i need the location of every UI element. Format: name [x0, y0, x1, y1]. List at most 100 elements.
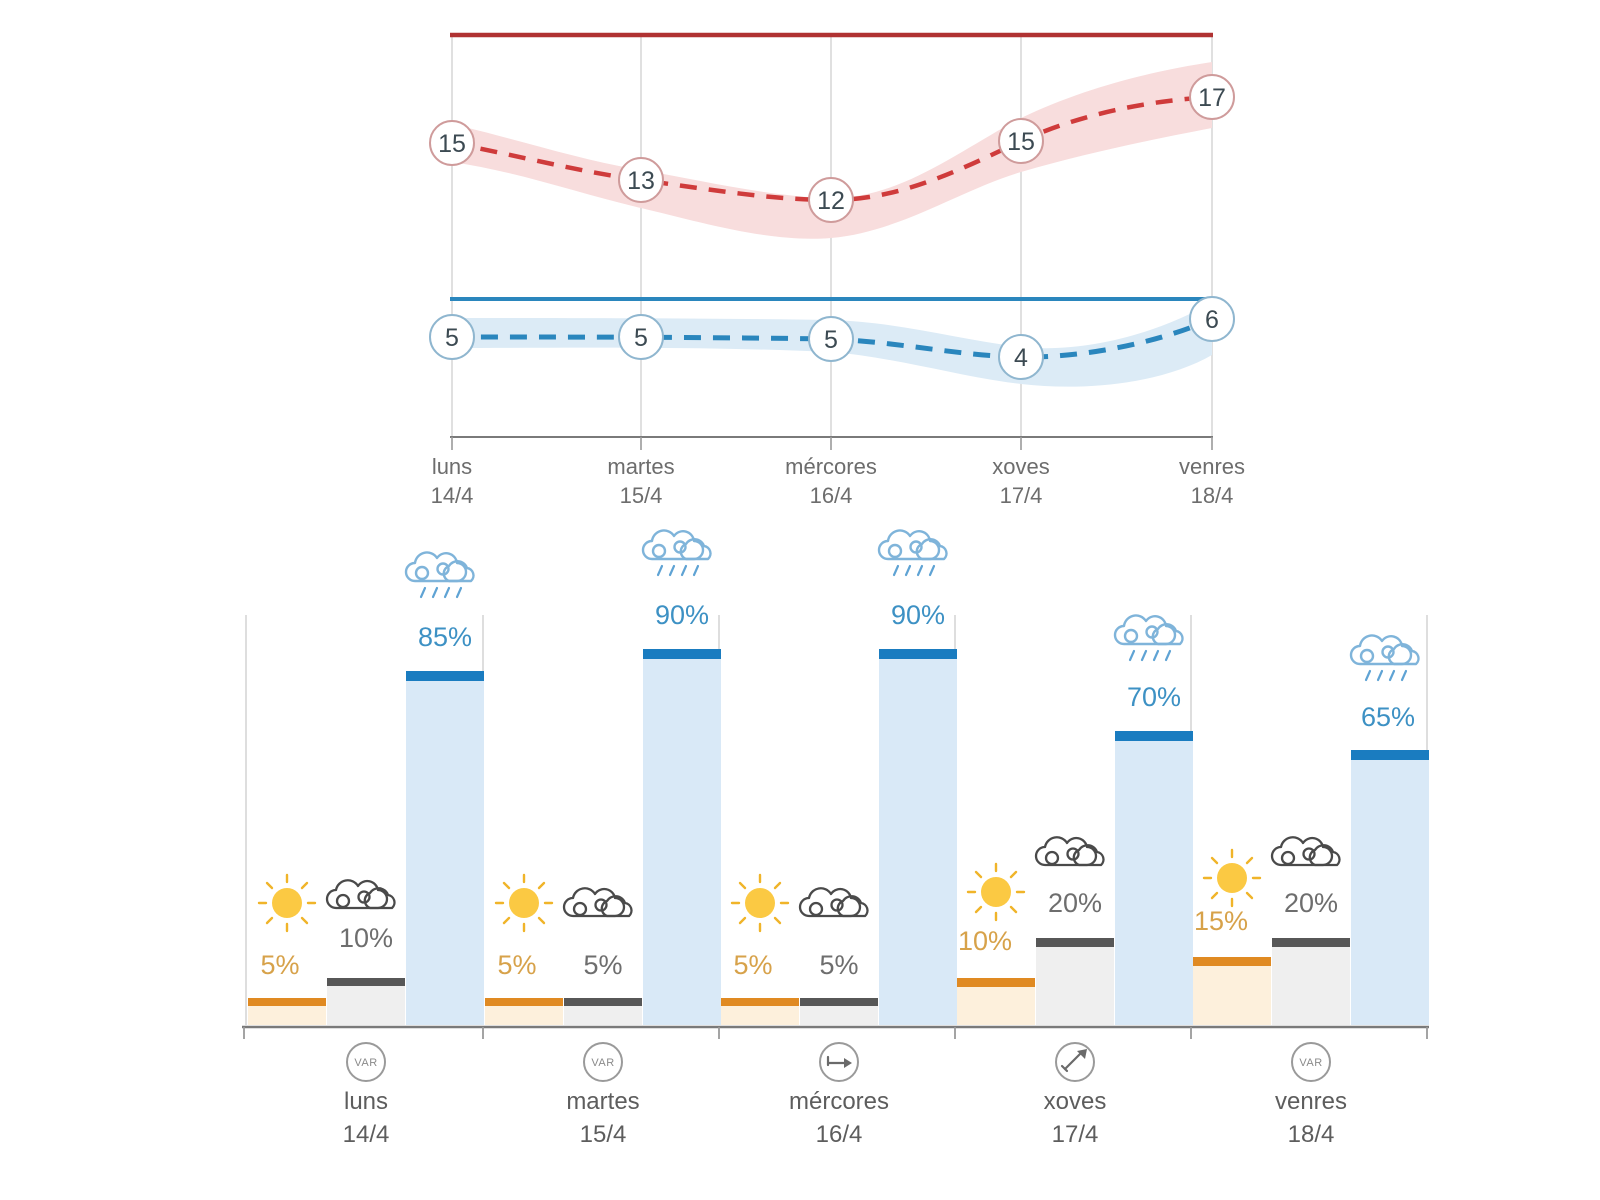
sky-chart-svg: 5% 10% 85%: [242, 529, 1429, 1083]
sky-bar-rain[interactable]: [643, 649, 721, 1025]
temperature-axis-label-martes: martes 15/4: [541, 452, 741, 510]
cloud-icon: [562, 887, 633, 918]
sky-probability-chart: 5% 10% 85%: [0, 520, 1600, 1200]
sky-bar-cloud[interactable]: [800, 998, 878, 1025]
sky-day-date: 16/4: [815, 1121, 863, 1148]
temperature-max-marker[interactable]: 17: [1189, 74, 1235, 120]
temperature-min-value: 5: [634, 324, 648, 352]
sky-day-name: martes: [566, 1088, 640, 1115]
temperature-min-value: 5: [824, 326, 838, 354]
sky-day-name: mércores: [788, 1088, 890, 1115]
sky-bar-cloud[interactable]: [327, 978, 405, 1025]
sky-bar-sun[interactable]: [957, 978, 1035, 1025]
axis-day-date: 14/4: [430, 483, 474, 508]
sky-bar-rain[interactable]: [1351, 750, 1429, 1025]
axis-day-name: martes: [607, 454, 675, 479]
sky-day-group-luns: 5% 10% 85%: [248, 551, 484, 1025]
sky-bar-sun[interactable]: [248, 998, 326, 1025]
sky-day-name: luns: [343, 1088, 389, 1115]
sky-bar-cloud[interactable]: [1272, 938, 1350, 1025]
sky-day-group-venres: 15% 20% 65%: [1193, 634, 1429, 1025]
sky-rain-pct-luns: 85%: [418, 622, 472, 652]
temperature-min-line: [451, 316, 1214, 360]
temperature-max-marker[interactable]: 15: [998, 118, 1044, 164]
sky-chart-axis: [242, 1025, 1429, 1039]
sky-day-date: 15/4: [579, 1121, 627, 1148]
sky-bar-rain[interactable]: [1115, 731, 1193, 1025]
sky-day-date: 18/4: [1287, 1121, 1335, 1148]
temperature-max-value: 15: [438, 130, 466, 158]
axis-day-name: xoves: [992, 454, 1050, 479]
sky-bar-sun[interactable]: [1193, 957, 1271, 1025]
temperature-min-marker[interactable]: 4: [998, 334, 1044, 380]
temperature-axis-label-venres: venres 18/4: [1112, 452, 1312, 510]
sky-axis-label-venres: venres 18/4: [1211, 1085, 1411, 1151]
sun-icon: [730, 873, 790, 933]
rain-cloud-icon: [404, 551, 475, 599]
temperature-axis: [450, 436, 1213, 450]
temperature-max-marker[interactable]: 15: [429, 120, 475, 166]
sky-rain-pct-venres: 65%: [1361, 702, 1415, 732]
sky-bar-sun[interactable]: [721, 998, 799, 1025]
sky-axis-label-xoves: xoves 17/4: [975, 1085, 1175, 1151]
sky-day-date: 17/4: [1051, 1121, 1099, 1148]
temperature-max-value: 13: [627, 167, 655, 195]
temperature-max-marker[interactable]: 13: [618, 157, 664, 203]
sky-cloud-pct-luns: 10%: [339, 923, 393, 953]
sky-bar-rain[interactable]: [406, 671, 484, 1025]
sky-sun-pct-luns: 5%: [260, 950, 299, 980]
rain-cloud-icon: [1113, 614, 1184, 662]
axis-day-name: venres: [1178, 454, 1246, 479]
wind-variable-icon-luns[interactable]: VAR: [346, 1042, 386, 1082]
temperature-max-value: 15: [1007, 128, 1035, 156]
temperature-min-value: 6: [1205, 306, 1219, 334]
wind-arrow-northeast-icon-xoves[interactable]: [1054, 1041, 1096, 1083]
wind-label-luns: VAR: [354, 1057, 377, 1069]
axis-day-date: 18/4: [1190, 483, 1234, 508]
axis-day-name: luns: [431, 454, 473, 479]
sky-bar-cloud[interactable]: [1036, 938, 1114, 1025]
sky-sun-pct-venres: 15%: [1194, 906, 1248, 936]
sky-axis-label-luns: luns 14/4: [266, 1085, 466, 1151]
temperature-min-value: 4: [1014, 344, 1028, 372]
wind-label-martes: VAR: [591, 1057, 614, 1069]
sky-rain-pct-martes: 90%: [655, 600, 709, 630]
temperature-min-marker[interactable]: 5: [808, 316, 854, 362]
temperature-max-value: 12: [817, 187, 845, 215]
sky-rain-pct-xoves: 70%: [1127, 682, 1181, 712]
sky-sun-pct-mercores: 5%: [733, 950, 772, 980]
sky-bar-cloud[interactable]: [564, 998, 642, 1025]
cloud-icon: [325, 879, 396, 910]
sky-axis-label-mercores: mércores 16/4: [739, 1085, 939, 1151]
rain-cloud-icon: [641, 529, 712, 577]
temperature-min-marker[interactable]: 5: [618, 314, 664, 360]
wind-variable-icon-venres[interactable]: VAR: [1291, 1042, 1331, 1082]
sky-day-group-martes: 5% 5% 90%: [485, 529, 721, 1025]
rain-cloud-icon: [1349, 634, 1420, 682]
wind-label-venres: VAR: [1299, 1057, 1322, 1069]
sky-day-name: venres: [1274, 1088, 1348, 1115]
temperature-min-marker[interactable]: 6: [1189, 296, 1235, 342]
sun-icon: [1202, 848, 1262, 908]
temperature-min-marker[interactable]: 5: [429, 314, 475, 360]
sky-cloud-pct-venres: 20%: [1284, 888, 1338, 918]
sky-cloud-pct-martes: 5%: [583, 950, 622, 980]
sun-icon: [257, 873, 317, 933]
sky-sun-pct-martes: 5%: [497, 950, 536, 980]
sky-bar-sun[interactable]: [485, 998, 563, 1025]
temperature-max-marker[interactable]: 12: [808, 177, 854, 223]
sky-bar-rain[interactable]: [879, 649, 957, 1025]
sky-axis-label-martes: martes 15/4: [503, 1085, 703, 1151]
sky-cloud-pct-xoves: 20%: [1048, 888, 1102, 918]
temperature-axis-label-luns: luns 14/4: [352, 452, 552, 510]
temperature-min-value: 5: [445, 324, 459, 352]
temperature-axis-label-mercores: mércores 16/4: [731, 452, 931, 510]
temperature-chart: 15 13 12 15 17 5: [0, 0, 1600, 520]
wind-variable-icon-martes[interactable]: VAR: [583, 1042, 623, 1082]
sky-day-name: xoves: [1043, 1088, 1107, 1115]
temperature-max-value: 17: [1198, 84, 1226, 112]
wind-arrow-east-icon-mercores[interactable]: [818, 1041, 860, 1083]
axis-day-date: 15/4: [619, 483, 663, 508]
axis-day-name: mércores: [785, 454, 877, 479]
